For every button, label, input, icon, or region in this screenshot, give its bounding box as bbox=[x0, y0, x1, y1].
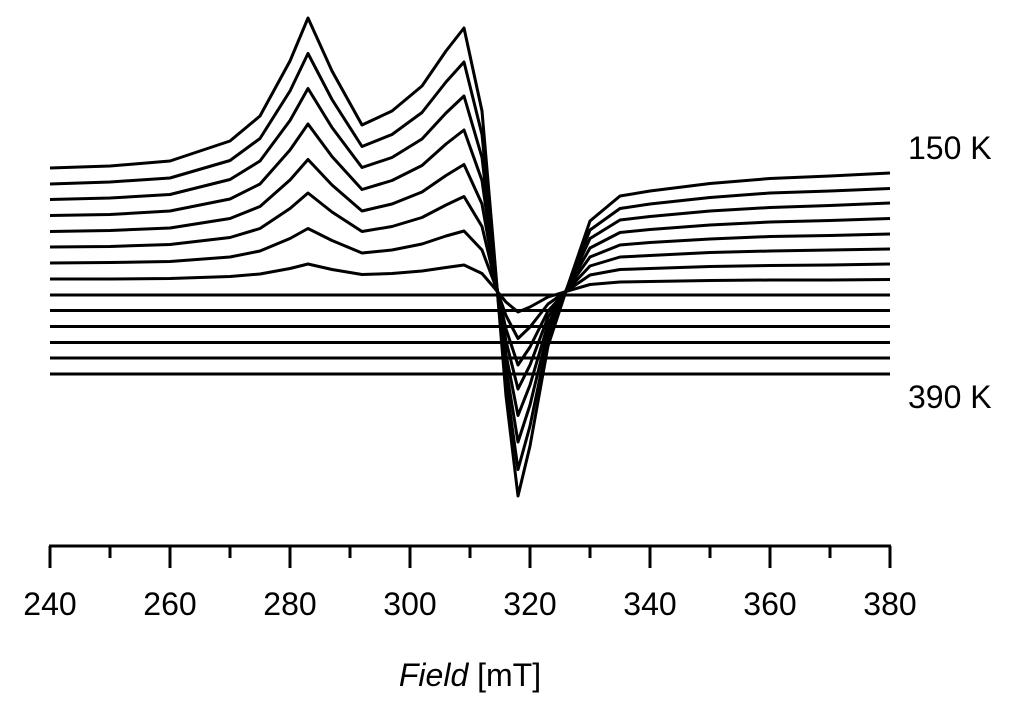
spectrum-line bbox=[49, 227, 891, 340]
series-label: 150 K bbox=[908, 130, 992, 166]
x-tick-label: 340 bbox=[623, 586, 676, 622]
spectrum-line bbox=[49, 191, 891, 367]
x-tick-label: 280 bbox=[263, 586, 316, 622]
x-tick-label: 300 bbox=[383, 586, 436, 622]
spectrum-line bbox=[49, 158, 891, 391]
spectrum-line bbox=[49, 52, 891, 471]
spectrum-line bbox=[49, 122, 891, 417]
spectrum-line bbox=[49, 16, 891, 498]
x-label-italic: Field bbox=[399, 657, 470, 693]
x-axis-label: Field [mT] bbox=[399, 657, 541, 693]
spectrum-line bbox=[50, 262, 891, 314]
x-tick-label: 380 bbox=[863, 586, 916, 622]
x-label-unit: [mT] bbox=[477, 657, 541, 693]
spectrum-line bbox=[49, 87, 891, 444]
x-tick-label: 320 bbox=[503, 586, 556, 622]
x-tick-label: 240 bbox=[23, 586, 76, 622]
x-tick-label: 260 bbox=[143, 586, 196, 622]
series-label: 390 K bbox=[908, 379, 992, 415]
x-tick-label: 360 bbox=[743, 586, 796, 622]
